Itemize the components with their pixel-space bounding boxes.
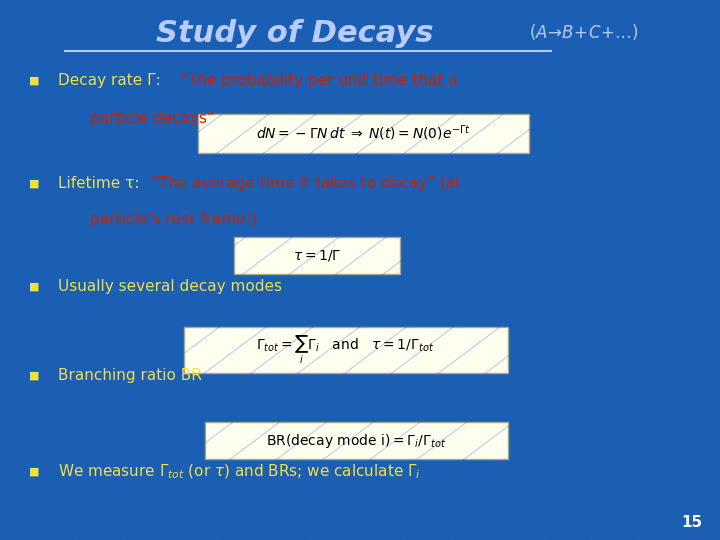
Text: “The probability per unit time that a: “The probability per unit time that a [180, 73, 457, 89]
Text: particle decays”: particle decays” [90, 111, 215, 126]
Text: $(A\!\rightarrow\!B\!+\!C\!+\!\ldots)$: $(A\!\rightarrow\!B\!+\!C\!+\!\ldots)$ [529, 22, 639, 43]
Text: Decay rate Γ:: Decay rate Γ: [58, 73, 165, 89]
Text: Branching ratio BR: Branching ratio BR [58, 368, 202, 383]
Text: We measure $\Gamma_{tot}$ (or $\tau$) and BRs; we calculate $\Gamma_i$: We measure $\Gamma_{tot}$ (or $\tau$) an… [58, 462, 420, 481]
Text: ■: ■ [29, 370, 40, 380]
FancyBboxPatch shape [184, 327, 508, 373]
Text: “The average time it takes to decay” (at: “The average time it takes to decay” (at [151, 176, 462, 191]
Text: ■: ■ [29, 76, 40, 86]
FancyBboxPatch shape [198, 114, 529, 153]
FancyBboxPatch shape [234, 237, 400, 274]
FancyBboxPatch shape [205, 422, 508, 459]
Text: ■: ■ [29, 467, 40, 476]
Text: $\mathrm{BR(decay\ mode\ i)} = \Gamma_i / \Gamma_{tot}$: $\mathrm{BR(decay\ mode\ i)} = \Gamma_i … [266, 431, 446, 450]
Text: 15: 15 [681, 515, 702, 530]
Text: ■: ■ [29, 281, 40, 291]
Text: Usually several decay modes: Usually several decay modes [58, 279, 282, 294]
Text: particle’s rest frame!): particle’s rest frame!) [90, 212, 258, 227]
Text: Study of Decays: Study of Decays [156, 19, 434, 48]
Text: $\tau = 1/\Gamma$: $\tau = 1/\Gamma$ [292, 248, 341, 263]
Text: $\Gamma_{tot} = \sum_i \Gamma_i \quad \mathrm{and} \quad \tau = 1/\Gamma_{tot}$: $\Gamma_{tot} = \sum_i \Gamma_i \quad \m… [256, 333, 435, 366]
Text: Lifetime τ:: Lifetime τ: [58, 176, 144, 191]
Text: $dN = -\Gamma N\,dt \;\Rightarrow\; N(t) = N(0)e^{-\Gamma t}$: $dN = -\Gamma N\,dt \;\Rightarrow\; N(t)… [256, 124, 471, 143]
Text: ■: ■ [29, 179, 40, 188]
